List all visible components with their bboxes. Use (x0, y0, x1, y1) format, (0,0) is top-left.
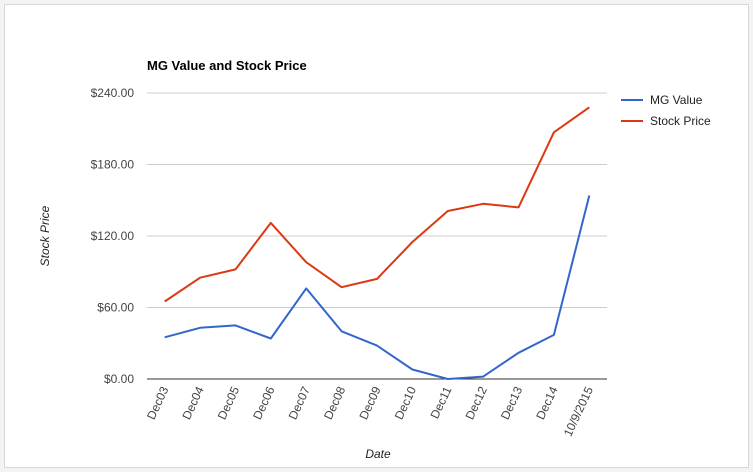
data-point[interactable] (587, 105, 591, 109)
x-tick-label: Dec03 (144, 384, 171, 422)
data-point[interactable] (304, 260, 308, 264)
data-point[interactable] (340, 285, 344, 289)
data-point[interactable] (269, 221, 273, 225)
x-tick-label: Dec07 (286, 384, 313, 422)
data-point[interactable] (587, 193, 591, 197)
y-tick-label: $60.00 (97, 301, 134, 315)
x-tick-label: Dec04 (179, 384, 206, 422)
x-axis-title: Date (365, 447, 391, 461)
data-point[interactable] (269, 336, 273, 340)
x-tick-label: Dec10 (392, 384, 419, 422)
series-lines (163, 105, 591, 381)
x-tick-label: Dec06 (250, 384, 277, 422)
chart-title: MG Value and Stock Price (147, 58, 307, 73)
y-tick-label: $180.00 (91, 158, 135, 172)
data-point[interactable] (163, 335, 167, 339)
data-point[interactable] (163, 300, 167, 304)
data-point[interactable] (410, 240, 414, 244)
data-point[interactable] (552, 130, 556, 134)
data-point[interactable] (481, 375, 485, 379)
x-tick-label: 10/9/2015 (561, 384, 596, 439)
y-tick-label: $120.00 (91, 229, 135, 243)
y-tick-label: $240.00 (91, 86, 135, 100)
data-point[interactable] (233, 323, 237, 327)
data-point[interactable] (552, 333, 556, 337)
data-point[interactable] (233, 267, 237, 271)
y-tick-label: $0.00 (104, 372, 134, 386)
series-line-mg-value[interactable] (164, 195, 591, 380)
data-point[interactable] (340, 329, 344, 333)
data-point[interactable] (446, 209, 450, 213)
y-axis-ticks: $0.00 $60.00 $120.00 $180.00 $240.00 (91, 86, 135, 386)
data-point[interactable] (375, 277, 379, 281)
x-tick-label: Dec08 (321, 384, 348, 422)
x-tick-label: Dec14 (533, 384, 560, 422)
x-tick-label: Dec11 (428, 384, 455, 421)
legend-item[interactable]: Stock Price (621, 114, 711, 128)
legend-label: Stock Price (650, 114, 711, 128)
gridlines (147, 92, 607, 380)
data-point[interactable] (198, 326, 202, 330)
data-point[interactable] (517, 351, 521, 355)
y-axis-title: Stock Price (38, 205, 52, 266)
data-point[interactable] (198, 276, 202, 280)
x-axis-ticks: Dec03 Dec04 Dec05 Dec06 Dec07 Dec08 Dec09 Dec10… (144, 384, 596, 439)
x-tick-label: Dec12 (463, 384, 490, 422)
series-line-stock-price[interactable] (164, 106, 590, 303)
legend-label: MG Value (650, 93, 703, 107)
data-point[interactable] (446, 377, 450, 381)
data-point[interactable] (481, 202, 485, 206)
x-tick-label: Dec13 (498, 384, 525, 422)
x-tick-label: Dec09 (356, 384, 383, 422)
data-point[interactable] (410, 367, 414, 371)
data-point[interactable] (375, 344, 379, 348)
x-tick-label: Dec05 (215, 384, 242, 422)
legend[interactable]: MG Value Stock Price (621, 93, 711, 128)
legend-item[interactable]: MG Value (621, 93, 703, 107)
data-point[interactable] (304, 286, 308, 290)
data-point[interactable] (517, 205, 521, 209)
